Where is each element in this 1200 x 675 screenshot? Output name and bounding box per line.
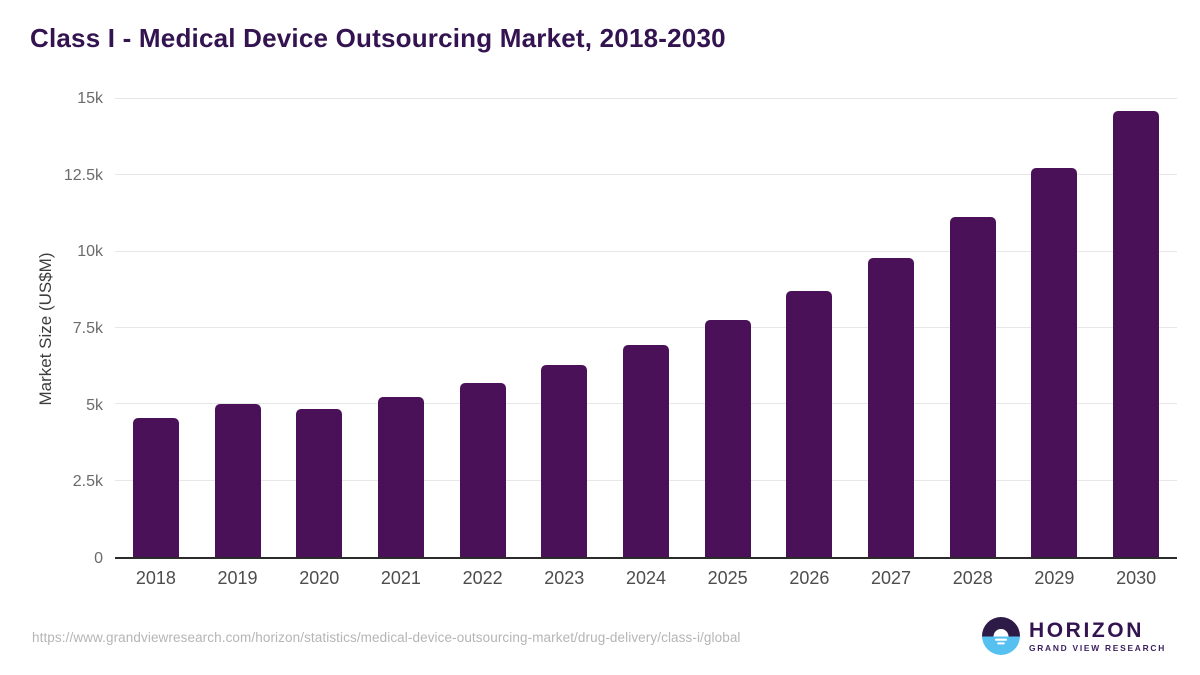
logo-subtitle: GRAND VIEW RESEARCH [1028,642,1166,653]
bar-2030 [1113,111,1160,557]
bar-slot-2030 [1095,99,1177,557]
x-tick-label-2030: 2030 [1116,568,1157,588]
bar-2024 [622,344,669,557]
bar-slot-2028 [932,99,1014,557]
x-axis-tick-labels: 2018 2019 2020 2021 2022 2023 2024 2025 2026 2027… [115,568,1177,589]
bar-2018 [132,418,179,557]
gridline-12.5k [115,174,1177,176]
bar-slot-2029 [1014,99,1096,557]
bar-2029 [1031,167,1078,557]
y-tick-label-0: 0 [94,550,103,567]
bar-slot-2019 [197,99,279,557]
source-url: https://www.grandviewresearch.com/horizo… [32,630,741,645]
bar-slot-2026 [769,99,851,557]
y-tick-label-7.5k: 7.5k [72,320,103,337]
bar-2019 [214,404,261,557]
horizon-logo-icon [981,617,1020,655]
x-tick-label-2028: 2028 [952,568,993,588]
gridline-10k [115,250,1177,252]
bar-2026 [786,291,833,557]
bar-2020 [296,408,343,557]
bar-slot-2020 [278,99,360,557]
y-tick-label-2.5k: 2.5k [72,473,103,491]
plot-area [115,98,1177,559]
bar-slot-2018 [115,99,197,557]
bar-2022 [459,382,506,557]
y-tick-label-12.5k: 12.5k [63,166,103,184]
x-tick-label-2024: 2024 [625,568,666,588]
bar-2025 [704,320,751,557]
gridline-15k [115,98,1177,99]
y-tick-label-15k: 15k [77,90,103,107]
chart-title: Class I - Medical Device Outsourcing Mar… [30,23,726,53]
bar-series [115,99,1177,557]
bar-slot-2024 [605,99,687,557]
x-tick-label-2026: 2026 [789,568,830,588]
bar-slot-2022 [442,99,524,557]
bar-2028 [949,216,996,557]
bar-2021 [377,396,424,557]
horizon-logo: HORIZON GRAND VIEW RESEARCH [981,617,1166,655]
x-tick-label-2018: 2018 [135,568,176,588]
bar-2023 [541,364,588,557]
y-tick-label-10k: 10k [77,243,103,261]
y-axis-tick-labels: 0 2.5k 5k 7.5k 10k 12.5k 15k [0,90,103,567]
horizon-logo-text: HORIZON GRAND VIEW RESEARCH [1028,618,1166,653]
x-tick-label-2022: 2022 [462,568,503,588]
bar-slot-2027 [850,99,932,557]
bar-slot-2023 [523,99,605,557]
x-tick-label-2023: 2023 [544,568,585,588]
gridline-7.5k [115,327,1177,328]
bar-slot-2025 [687,99,769,557]
bar-2027 [868,257,915,557]
x-tick-label-2021: 2021 [380,568,421,588]
x-tick-label-2027: 2027 [871,568,912,588]
bar-slot-2021 [360,99,442,557]
y-tick-label-5k: 5k [86,396,103,414]
x-tick-label-2019: 2019 [217,568,258,588]
x-tick-label-2025: 2025 [707,568,748,588]
logo-name: HORIZON [1028,618,1145,642]
x-tick-label-2029: 2029 [1034,568,1075,588]
x-tick-label-2020: 2020 [299,568,340,588]
